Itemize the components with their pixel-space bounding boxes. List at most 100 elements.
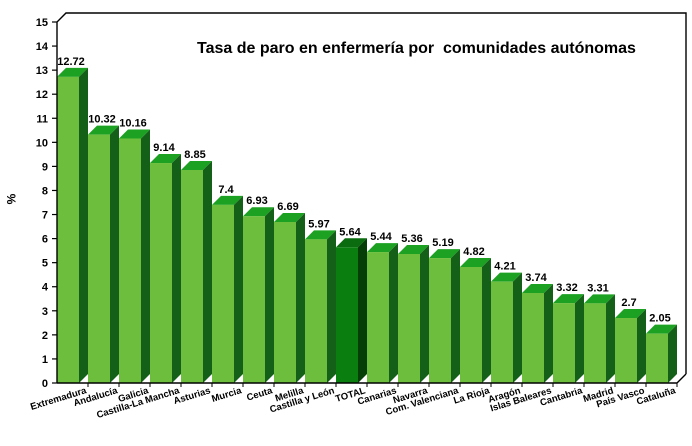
- value-label: 12.72: [57, 56, 85, 68]
- value-label: 3.32: [556, 282, 577, 294]
- y-tick-label: 14: [36, 41, 49, 53]
- bar-top-face: [398, 245, 429, 255]
- bar-top-face: [429, 249, 460, 259]
- bar-front-face: [522, 292, 544, 383]
- bar-side-face: [513, 272, 522, 383]
- bar-front-face: [57, 76, 79, 383]
- value-label: 10.16: [119, 117, 147, 129]
- bar-top-face: [491, 272, 522, 282]
- bar-top-face: [305, 230, 336, 240]
- bar-top-face: [88, 125, 119, 135]
- bar-front-face: [615, 318, 637, 383]
- bar-side-face: [265, 207, 274, 383]
- value-label: 3.74: [525, 272, 547, 284]
- bar-side-face: [79, 67, 88, 383]
- bar-top-face: [150, 154, 181, 164]
- bar-front-face: [181, 170, 203, 383]
- bar-side-face: [606, 294, 615, 383]
- bar-murcia: [212, 195, 243, 383]
- bar-castilla-la-mancha: [150, 154, 181, 383]
- value-label: 4.82: [463, 246, 484, 258]
- y-tick-label: 8: [42, 185, 48, 197]
- bar-front-face: [429, 258, 451, 383]
- bar-top-face: [367, 243, 398, 253]
- value-label: 6.69: [277, 201, 298, 213]
- bar-side-face: [110, 125, 119, 383]
- bar-castilla-y-león: [305, 230, 336, 383]
- bar-com-valenciana: [429, 249, 460, 383]
- bar-la-rioja: [460, 257, 491, 383]
- bar-side-face: [420, 245, 429, 383]
- value-label: 2.05: [649, 313, 670, 325]
- bar-galicia: [119, 129, 150, 383]
- bar-front-face: [336, 247, 358, 383]
- bar-top-face: [57, 67, 88, 77]
- bar-front-face: [150, 163, 172, 383]
- bar-ceuta: [243, 207, 274, 383]
- bar-side-face: [482, 257, 491, 383]
- value-label: 9.14: [153, 142, 175, 154]
- bar-total: [336, 238, 367, 383]
- bar-madrid: [584, 294, 615, 383]
- bar-navarra: [398, 245, 429, 383]
- bar-país-vasco: [615, 309, 646, 383]
- bar-top-face: [615, 309, 646, 319]
- bar-side-face: [668, 324, 677, 383]
- bar-side-face: [451, 249, 460, 383]
- bar-front-face: [305, 239, 327, 383]
- y-tick-label: 1: [42, 354, 48, 366]
- y-tick-label: 6: [42, 234, 48, 246]
- bar-top-face: [181, 161, 212, 171]
- bar-side-face: [234, 195, 243, 383]
- bar-extremadura: [57, 67, 88, 383]
- y-tick-label: 10: [36, 137, 48, 149]
- bar-side-face: [637, 309, 646, 383]
- bar-top-face: [243, 207, 274, 217]
- bar-top-face: [212, 195, 243, 205]
- value-label: 5.64: [339, 226, 361, 238]
- y-tick-label: 11: [36, 113, 48, 125]
- bar-top-face: [119, 129, 150, 139]
- bar-canarias: [367, 243, 398, 383]
- bar-top-face: [553, 294, 584, 304]
- chart-title: Tasa de paro en enfermería por comunidad…: [197, 40, 636, 57]
- bar-side-face: [141, 129, 150, 383]
- value-label: 5.36: [401, 233, 422, 245]
- y-tick-label: 0: [42, 378, 48, 390]
- bar-front-face: [553, 303, 575, 383]
- bar-side-face: [575, 294, 584, 383]
- bar-side-face: [172, 154, 181, 383]
- category-label: Murcia: [210, 385, 243, 405]
- value-label: 8.85: [184, 149, 205, 161]
- bar-front-face: [491, 281, 513, 383]
- y-tick-label: 4: [42, 282, 49, 294]
- bar-melilla: [274, 212, 305, 383]
- y-tick-label: 3: [42, 306, 48, 318]
- bar-front-face: [398, 254, 420, 383]
- bar-side-face: [358, 238, 367, 383]
- bar-side-face: [389, 243, 398, 383]
- y-tick-label: 7: [42, 210, 48, 222]
- y-tick-label: 15: [36, 17, 48, 29]
- value-label: 5.97: [308, 218, 329, 230]
- bar-side-face: [327, 230, 336, 383]
- bar-islas-baleares: [522, 283, 553, 383]
- bar-front-face: [460, 266, 482, 383]
- bar-front-face: [88, 134, 110, 383]
- bar-andalucía: [88, 125, 119, 383]
- y-tick-label: 5: [42, 258, 48, 270]
- bar-cataluña: [646, 324, 677, 383]
- bar-front-face: [119, 138, 141, 383]
- value-label: 5.44: [370, 231, 392, 243]
- bar-side-face: [203, 161, 212, 383]
- bar-front-face: [584, 303, 606, 383]
- y-axis-label: %: [4, 193, 19, 205]
- bar-cantabria: [553, 294, 584, 383]
- axis-frame: [56, 12, 687, 384]
- category-label: Ceuta: [245, 385, 274, 403]
- bar-top-face: [646, 324, 677, 334]
- bar-side-face: [296, 212, 305, 383]
- bar-front-face: [274, 221, 296, 383]
